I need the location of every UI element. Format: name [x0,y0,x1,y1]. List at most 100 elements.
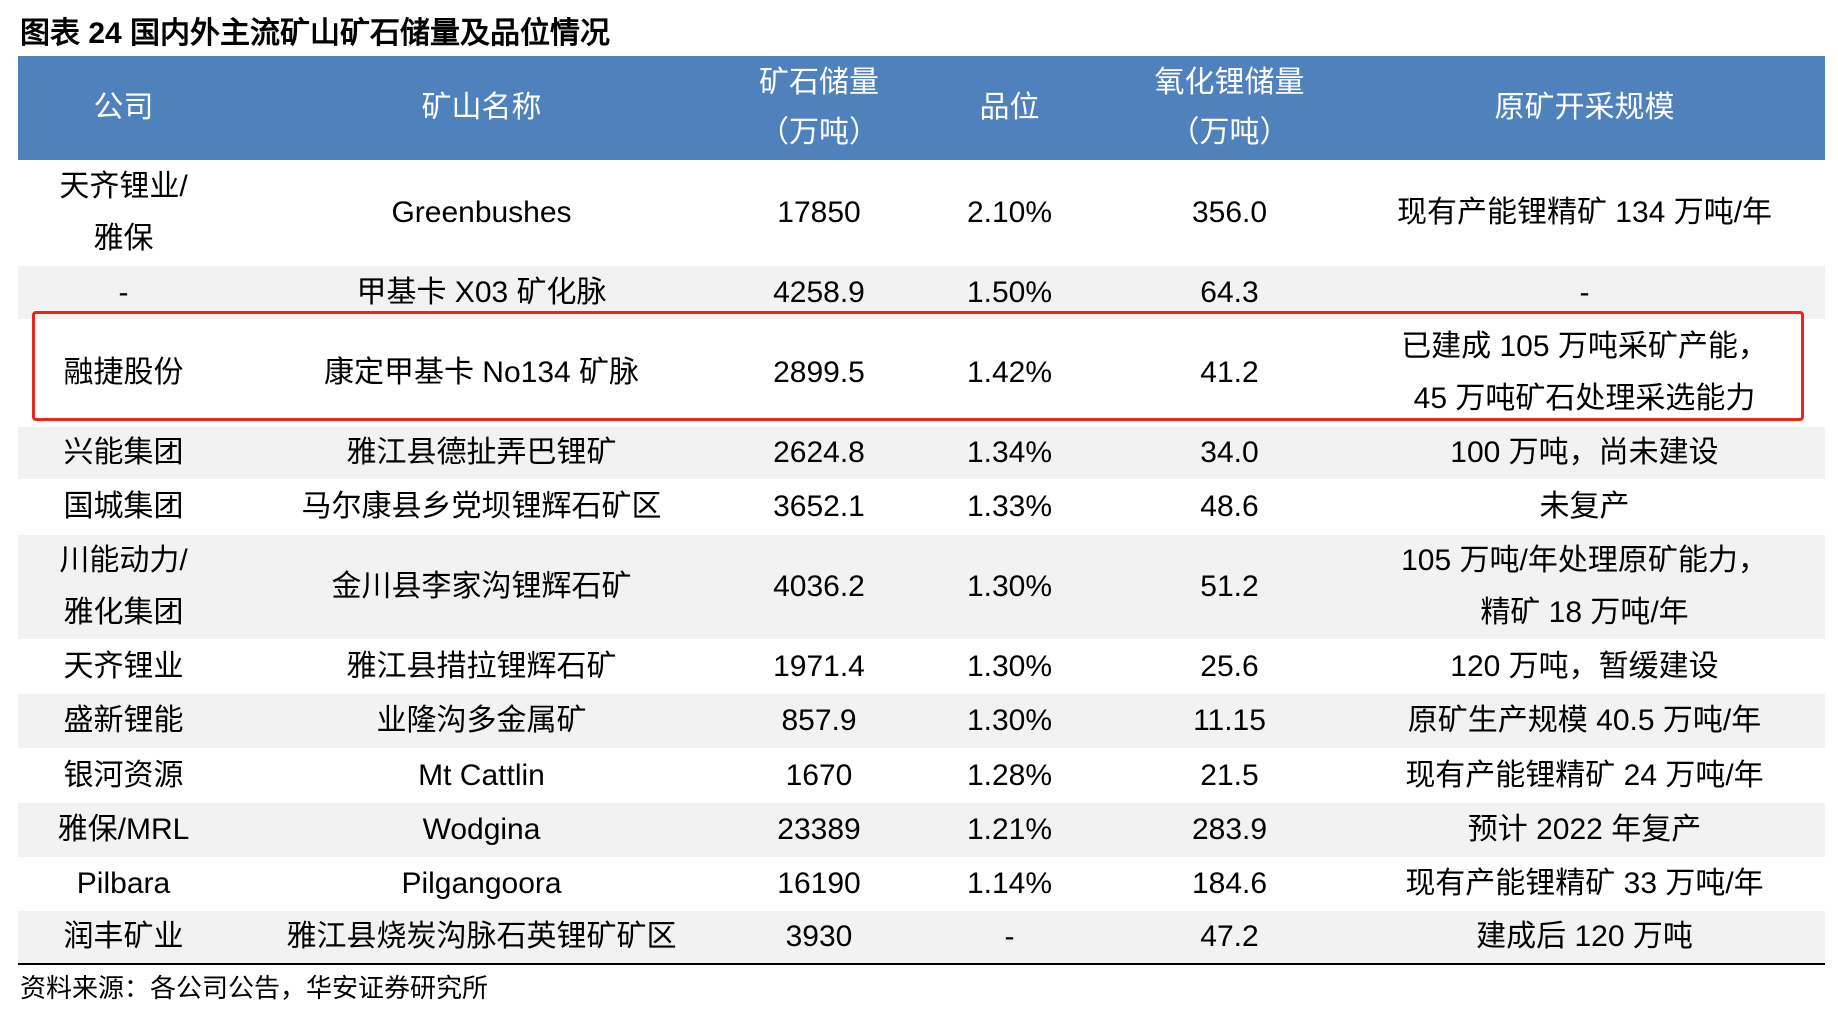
table-cell: 23389 [734,803,904,857]
source-note: 资料来源：各公司公告，华安证券研究所 [20,973,489,1003]
table-cell: 1.30% [904,694,1115,748]
table-row: 盛新锂能 业隆沟多金属矿 857.9 1.30% 11.15 原矿生产规模 40.5 万吨… [18,694,1825,748]
cell-line: 氧化锂储量 [1154,66,1305,99]
table-cell: 1.21% [904,803,1115,857]
cell-line: 356.0 [1191,196,1268,229]
cell-line: 120 万吨，暂缓建设 [1450,649,1719,683]
cell-line: 1.30% [966,570,1053,603]
cell-line: 21.5 [1200,758,1259,792]
cell-line: 润丰矿业 [63,920,184,953]
cell-line: 17850 [777,196,861,229]
table-cell: 3652.1 [734,479,904,535]
table-cell: 17850 [734,160,904,266]
cell-line: 原矿开采规模 [1494,91,1675,124]
cell-line: 51.2 [1200,570,1259,603]
table-cell: 预计 2022 年复产 [1344,803,1825,857]
header-cell: 品位 [904,56,1115,160]
cell-line: 国城集团 [63,490,184,523]
table-cell: 2.10% [904,160,1115,266]
table-cell: 283.9 [1115,803,1344,857]
table-row: 融捷股份 康定甲基卡 No134 矿脉 2899.5 1.42% 41.2 已建成 105… [18,319,1825,427]
cell-line: 建成后 120 万吨 [1476,920,1693,953]
table-cell: Greenbushes [229,160,734,266]
cell-line: 16190 [777,867,861,900]
cell-line: 雅保/MRL [57,813,190,846]
cell-line: 45 万吨矿石处理采选能力 [1413,382,1756,415]
table-row: 川能动力/雅化集团 金川县李家沟锂辉石矿 4036.2 1.30% 51.2 105 万吨… [18,535,1825,639]
table-cell: 银河资源 [18,748,229,803]
header-cell: 氧化锂储量 （万吨） [1115,56,1344,160]
cell-line: 283.9 [1191,813,1268,846]
cell-line: 1971.4 [773,649,865,683]
cell-line: Pilbara [76,867,171,900]
table-cell: 16190 [734,857,904,911]
cell-line: 47.2 [1200,920,1259,953]
cell-line: 25.6 [1200,649,1259,683]
cell-line: 盛新锂能 [63,704,184,737]
table-cell: 雅江县德扯弄巴锂矿 [229,427,734,479]
table-cell: 1.30% [904,639,1115,694]
table-cell: 润丰矿业 [18,911,229,965]
table-cell: 金川县李家沟锂辉石矿 [229,535,734,639]
table-row: 润丰矿业 雅江县烧炭沟脉石英锂矿矿区 3930 - 47.2 建成后 120 万吨 [18,911,1825,965]
cell-line: 天齐锂业/ [59,170,188,203]
cell-line: 川能动力/ [59,544,188,577]
table-cell: 建成后 120 万吨 [1344,911,1825,965]
header-cell: 矿山名称 [229,56,734,160]
table-cell: Pilbara [18,857,229,911]
cell-line: 1670 [785,758,853,792]
table-cell: 天齐锂业/雅保 [18,160,229,266]
table-cell: 100 万吨，尚未建设 [1344,427,1825,479]
cell-line: 184.6 [1191,867,1268,900]
cell-line: 1.30% [966,649,1053,683]
cell-line: 康定甲基卡 No134 矿脉 [323,356,640,389]
table-cell: 康定甲基卡 No134 矿脉 [229,319,734,427]
cell-line: 105 万吨/年处理原矿能力， [1401,544,1768,577]
cell-line: （万吨） [759,116,879,149]
cell-line: 矿山名称 [421,91,542,124]
cell-line: 未复产 [1539,490,1630,523]
cell-line: Wodgina [422,813,541,846]
cell-line: 1.14% [966,867,1053,900]
cell-line: 公司 [93,91,154,124]
table-cell: 2624.8 [734,427,904,479]
table-cell: 已建成 105 万吨采矿产能， 45 万吨矿石处理采选能力 [1344,319,1825,427]
table-cell: 1.33% [904,479,1115,535]
cell-line: 精矿 18 万吨/年 [1480,596,1689,629]
table-cell: 1971.4 [734,639,904,694]
table-cell: - [904,911,1115,965]
table-row: 银河资源 Mt Cattlin 1670 1.28% 21.5 现有产能锂精矿 24 万吨… [18,748,1825,803]
table-row: 国城集团 马尔康县乡党坝锂辉石矿区 3652.1 1.33% 48.6 未复产 [18,479,1825,535]
table-row: 天齐锂业/雅保 Greenbushes 17850 2.10% 356.0 现有产能锂精矿… [18,160,1825,266]
cell-line: 3930 [785,920,853,953]
table-cell: 甲基卡 X03 矿化脉 [229,266,734,319]
cell-line: 雅江县烧炭沟脉石英锂矿矿区 [286,920,677,953]
cell-line: 银河资源 [63,758,184,792]
cell-line: 天齐锂业 [63,649,184,683]
table-row: 雅保/MRL Wodgina 23389 1.21% 283.9 预计 2022 年复产 [18,803,1825,857]
table-cell: 21.5 [1115,748,1344,803]
highlight-box [32,311,1804,421]
cell-line: 原矿生产规模 40.5 万吨/年 [1407,704,1762,737]
table-cell: Pilgangoora [229,857,734,911]
cell-line: 已建成 105 万吨采矿产能， [1401,330,1768,363]
title: 图表 24 国内外主流矿山矿石储量及品位情况 [20,17,611,50]
table-cell: - [1344,266,1825,319]
cell-line: 2.10% [966,196,1053,229]
table-body: 天齐锂业/雅保 Greenbushes 17850 2.10% 356.0 现有产能锂精矿… [18,160,1825,965]
table-cell: 47.2 [1115,911,1344,965]
cell-line: 1.30% [966,704,1053,737]
table-cell: 857.9 [734,694,904,748]
table-row: Pilbara Pilgangoora 16190 1.14% 184.6 现有产能锂精矿… [18,857,1825,911]
table-cell: 1.28% [904,748,1115,803]
cell-line: 1.28% [966,758,1053,792]
cell-line: Greenbushes [391,196,572,229]
cell-line: 2899.5 [773,356,865,389]
cell-line: 雅江县德扯弄巴锂矿 [346,436,617,469]
cell-line: 100 万吨，尚未建设 [1450,436,1719,469]
cell-line: 雅保 [93,222,154,255]
cell-line: 34.0 [1200,436,1259,469]
table-cell: 25.6 [1115,639,1344,694]
table-cell: 34.0 [1115,427,1344,479]
table-cell: 1.50% [904,266,1115,319]
